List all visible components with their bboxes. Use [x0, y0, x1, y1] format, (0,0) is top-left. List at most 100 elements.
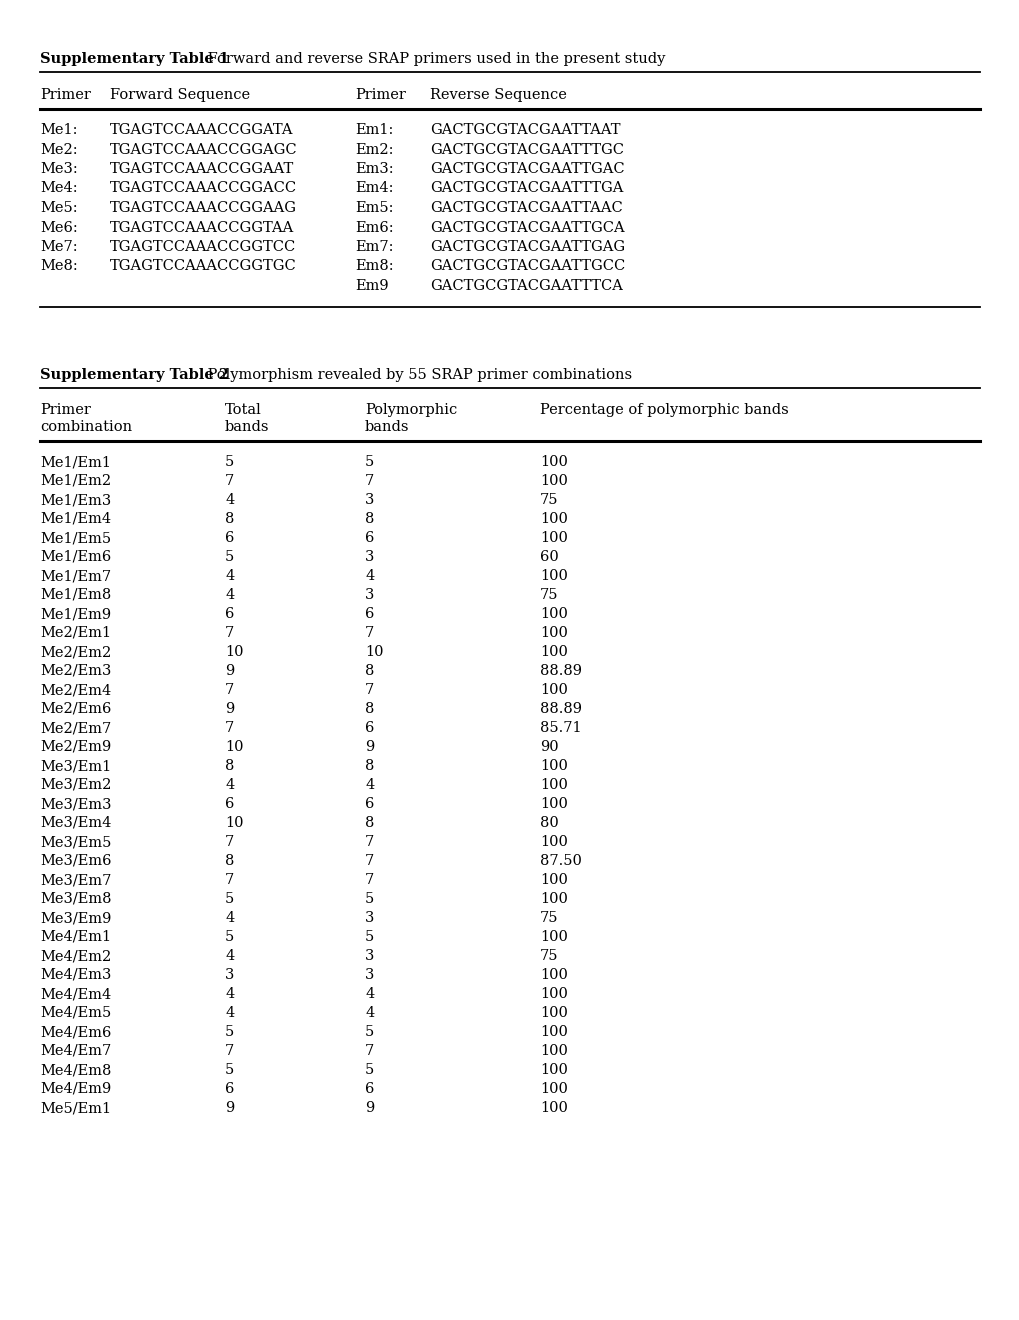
Text: TGAGTCCAAACCGGATA: TGAGTCCAAACCGGATA — [110, 123, 293, 137]
Text: 6: 6 — [365, 1082, 374, 1096]
Text: Me3:: Me3: — [40, 162, 77, 176]
Text: 7: 7 — [225, 836, 234, 849]
Text: 100: 100 — [539, 1101, 568, 1115]
Text: 9: 9 — [365, 741, 374, 754]
Text: Me1/Em6: Me1/Em6 — [40, 550, 111, 564]
Text: Me3/Em2: Me3/Em2 — [40, 777, 111, 792]
Text: 9: 9 — [225, 702, 234, 715]
Text: 8: 8 — [225, 512, 234, 525]
Text: 100: 100 — [539, 892, 568, 906]
Text: Em8:: Em8: — [355, 260, 393, 273]
Text: Me2/Em4: Me2/Em4 — [40, 682, 111, 697]
Text: Em7:: Em7: — [355, 240, 393, 253]
Text: Me3/Em5: Me3/Em5 — [40, 836, 111, 849]
Text: 100: 100 — [539, 987, 568, 1001]
Text: GACTGCGTACGAATTAAT: GACTGCGTACGAATTAAT — [430, 123, 620, 137]
Text: 8: 8 — [225, 759, 234, 774]
Text: Percentage of polymorphic bands: Percentage of polymorphic bands — [539, 403, 788, 417]
Text: 5: 5 — [365, 1026, 374, 1039]
Text: 7: 7 — [365, 682, 374, 697]
Text: 100: 100 — [539, 645, 568, 659]
Text: Me1/Em8: Me1/Em8 — [40, 587, 111, 602]
Text: 85.71: 85.71 — [539, 721, 581, 735]
Text: Me4:: Me4: — [40, 181, 77, 195]
Text: Me5/Em1: Me5/Em1 — [40, 1101, 111, 1115]
Text: 100: 100 — [539, 873, 568, 887]
Text: Primer: Primer — [40, 403, 91, 417]
Text: 5: 5 — [225, 1026, 234, 1039]
Text: 7: 7 — [365, 873, 374, 887]
Text: 88.89: 88.89 — [539, 664, 582, 678]
Text: 3: 3 — [225, 968, 234, 982]
Text: 100: 100 — [539, 836, 568, 849]
Text: Me4/Em7: Me4/Em7 — [40, 1044, 111, 1059]
Text: Me3/Em1: Me3/Em1 — [40, 759, 111, 774]
Text: TGAGTCCAAACCGGTCC: TGAGTCCAAACCGGTCC — [110, 240, 296, 253]
Text: Me1/Em1: Me1/Em1 — [40, 455, 111, 469]
Text: TGAGTCCAAACCGGAGC: TGAGTCCAAACCGGAGC — [110, 143, 298, 157]
Text: Me1/Em9: Me1/Em9 — [40, 607, 111, 620]
Text: 7: 7 — [225, 1044, 234, 1059]
Text: GACTGCGTACGAATTGAC: GACTGCGTACGAATTGAC — [430, 162, 624, 176]
Text: 100: 100 — [539, 968, 568, 982]
Text: 4: 4 — [225, 777, 234, 792]
Text: 8: 8 — [225, 854, 234, 869]
Text: 5: 5 — [225, 931, 234, 944]
Text: Primer: Primer — [355, 88, 406, 102]
Text: Me8:: Me8: — [40, 260, 77, 273]
Text: Forward Sequence: Forward Sequence — [110, 88, 250, 102]
Text: 4: 4 — [225, 587, 234, 602]
Text: 100: 100 — [539, 777, 568, 792]
Text: TGAGTCCAAACCGGACC: TGAGTCCAAACCGGACC — [110, 181, 297, 195]
Text: Me1/Em2: Me1/Em2 — [40, 474, 111, 488]
Text: 3: 3 — [365, 911, 374, 925]
Text: Me4/Em1: Me4/Em1 — [40, 931, 111, 944]
Text: 100: 100 — [539, 455, 568, 469]
Text: 4: 4 — [225, 492, 234, 507]
Text: 8: 8 — [365, 816, 374, 830]
Text: Me3/Em3: Me3/Em3 — [40, 797, 111, 810]
Text: bands: bands — [225, 420, 269, 434]
Text: 6: 6 — [225, 1082, 234, 1096]
Text: Me2/Em9: Me2/Em9 — [40, 741, 111, 754]
Text: Forward and reverse SRAP primers used in the present study: Forward and reverse SRAP primers used in… — [203, 51, 664, 66]
Text: 75: 75 — [539, 492, 558, 507]
Text: Primer: Primer — [40, 88, 91, 102]
Text: bands: bands — [365, 420, 409, 434]
Text: 90: 90 — [539, 741, 558, 754]
Text: combination: combination — [40, 420, 132, 434]
Text: 5: 5 — [225, 1063, 234, 1077]
Text: Me2/Em3: Me2/Em3 — [40, 664, 111, 678]
Text: Me2/Em7: Me2/Em7 — [40, 721, 111, 735]
Text: 10: 10 — [365, 645, 383, 659]
Text: GACTGCGTACGAATTGCA: GACTGCGTACGAATTGCA — [430, 220, 624, 235]
Text: 5: 5 — [365, 455, 374, 469]
Text: 100: 100 — [539, 1026, 568, 1039]
Text: 7: 7 — [365, 626, 374, 640]
Text: Me1/Em5: Me1/Em5 — [40, 531, 111, 545]
Text: Me3/Em8: Me3/Em8 — [40, 892, 111, 906]
Text: TGAGTCCAAACCGGTAA: TGAGTCCAAACCGGTAA — [110, 220, 293, 235]
Text: 6: 6 — [365, 721, 374, 735]
Text: 100: 100 — [539, 626, 568, 640]
Text: Me4/Em4: Me4/Em4 — [40, 987, 111, 1001]
Text: Me6:: Me6: — [40, 220, 77, 235]
Text: 100: 100 — [539, 1063, 568, 1077]
Text: Me2/Em1: Me2/Em1 — [40, 626, 111, 640]
Text: Em3:: Em3: — [355, 162, 393, 176]
Text: 100: 100 — [539, 474, 568, 488]
Text: 10: 10 — [225, 816, 244, 830]
Text: Me7:: Me7: — [40, 240, 77, 253]
Text: 75: 75 — [539, 949, 558, 964]
Text: 100: 100 — [539, 1044, 568, 1059]
Text: 87.50: 87.50 — [539, 854, 581, 869]
Text: Me3/Em7: Me3/Em7 — [40, 873, 111, 887]
Text: 3: 3 — [365, 492, 374, 507]
Text: GACTGCGTACGAATTAAC: GACTGCGTACGAATTAAC — [430, 201, 623, 215]
Text: 100: 100 — [539, 569, 568, 583]
Text: 75: 75 — [539, 587, 558, 602]
Text: 75: 75 — [539, 911, 558, 925]
Text: 7: 7 — [225, 682, 234, 697]
Text: 4: 4 — [365, 777, 374, 792]
Text: 4: 4 — [225, 569, 234, 583]
